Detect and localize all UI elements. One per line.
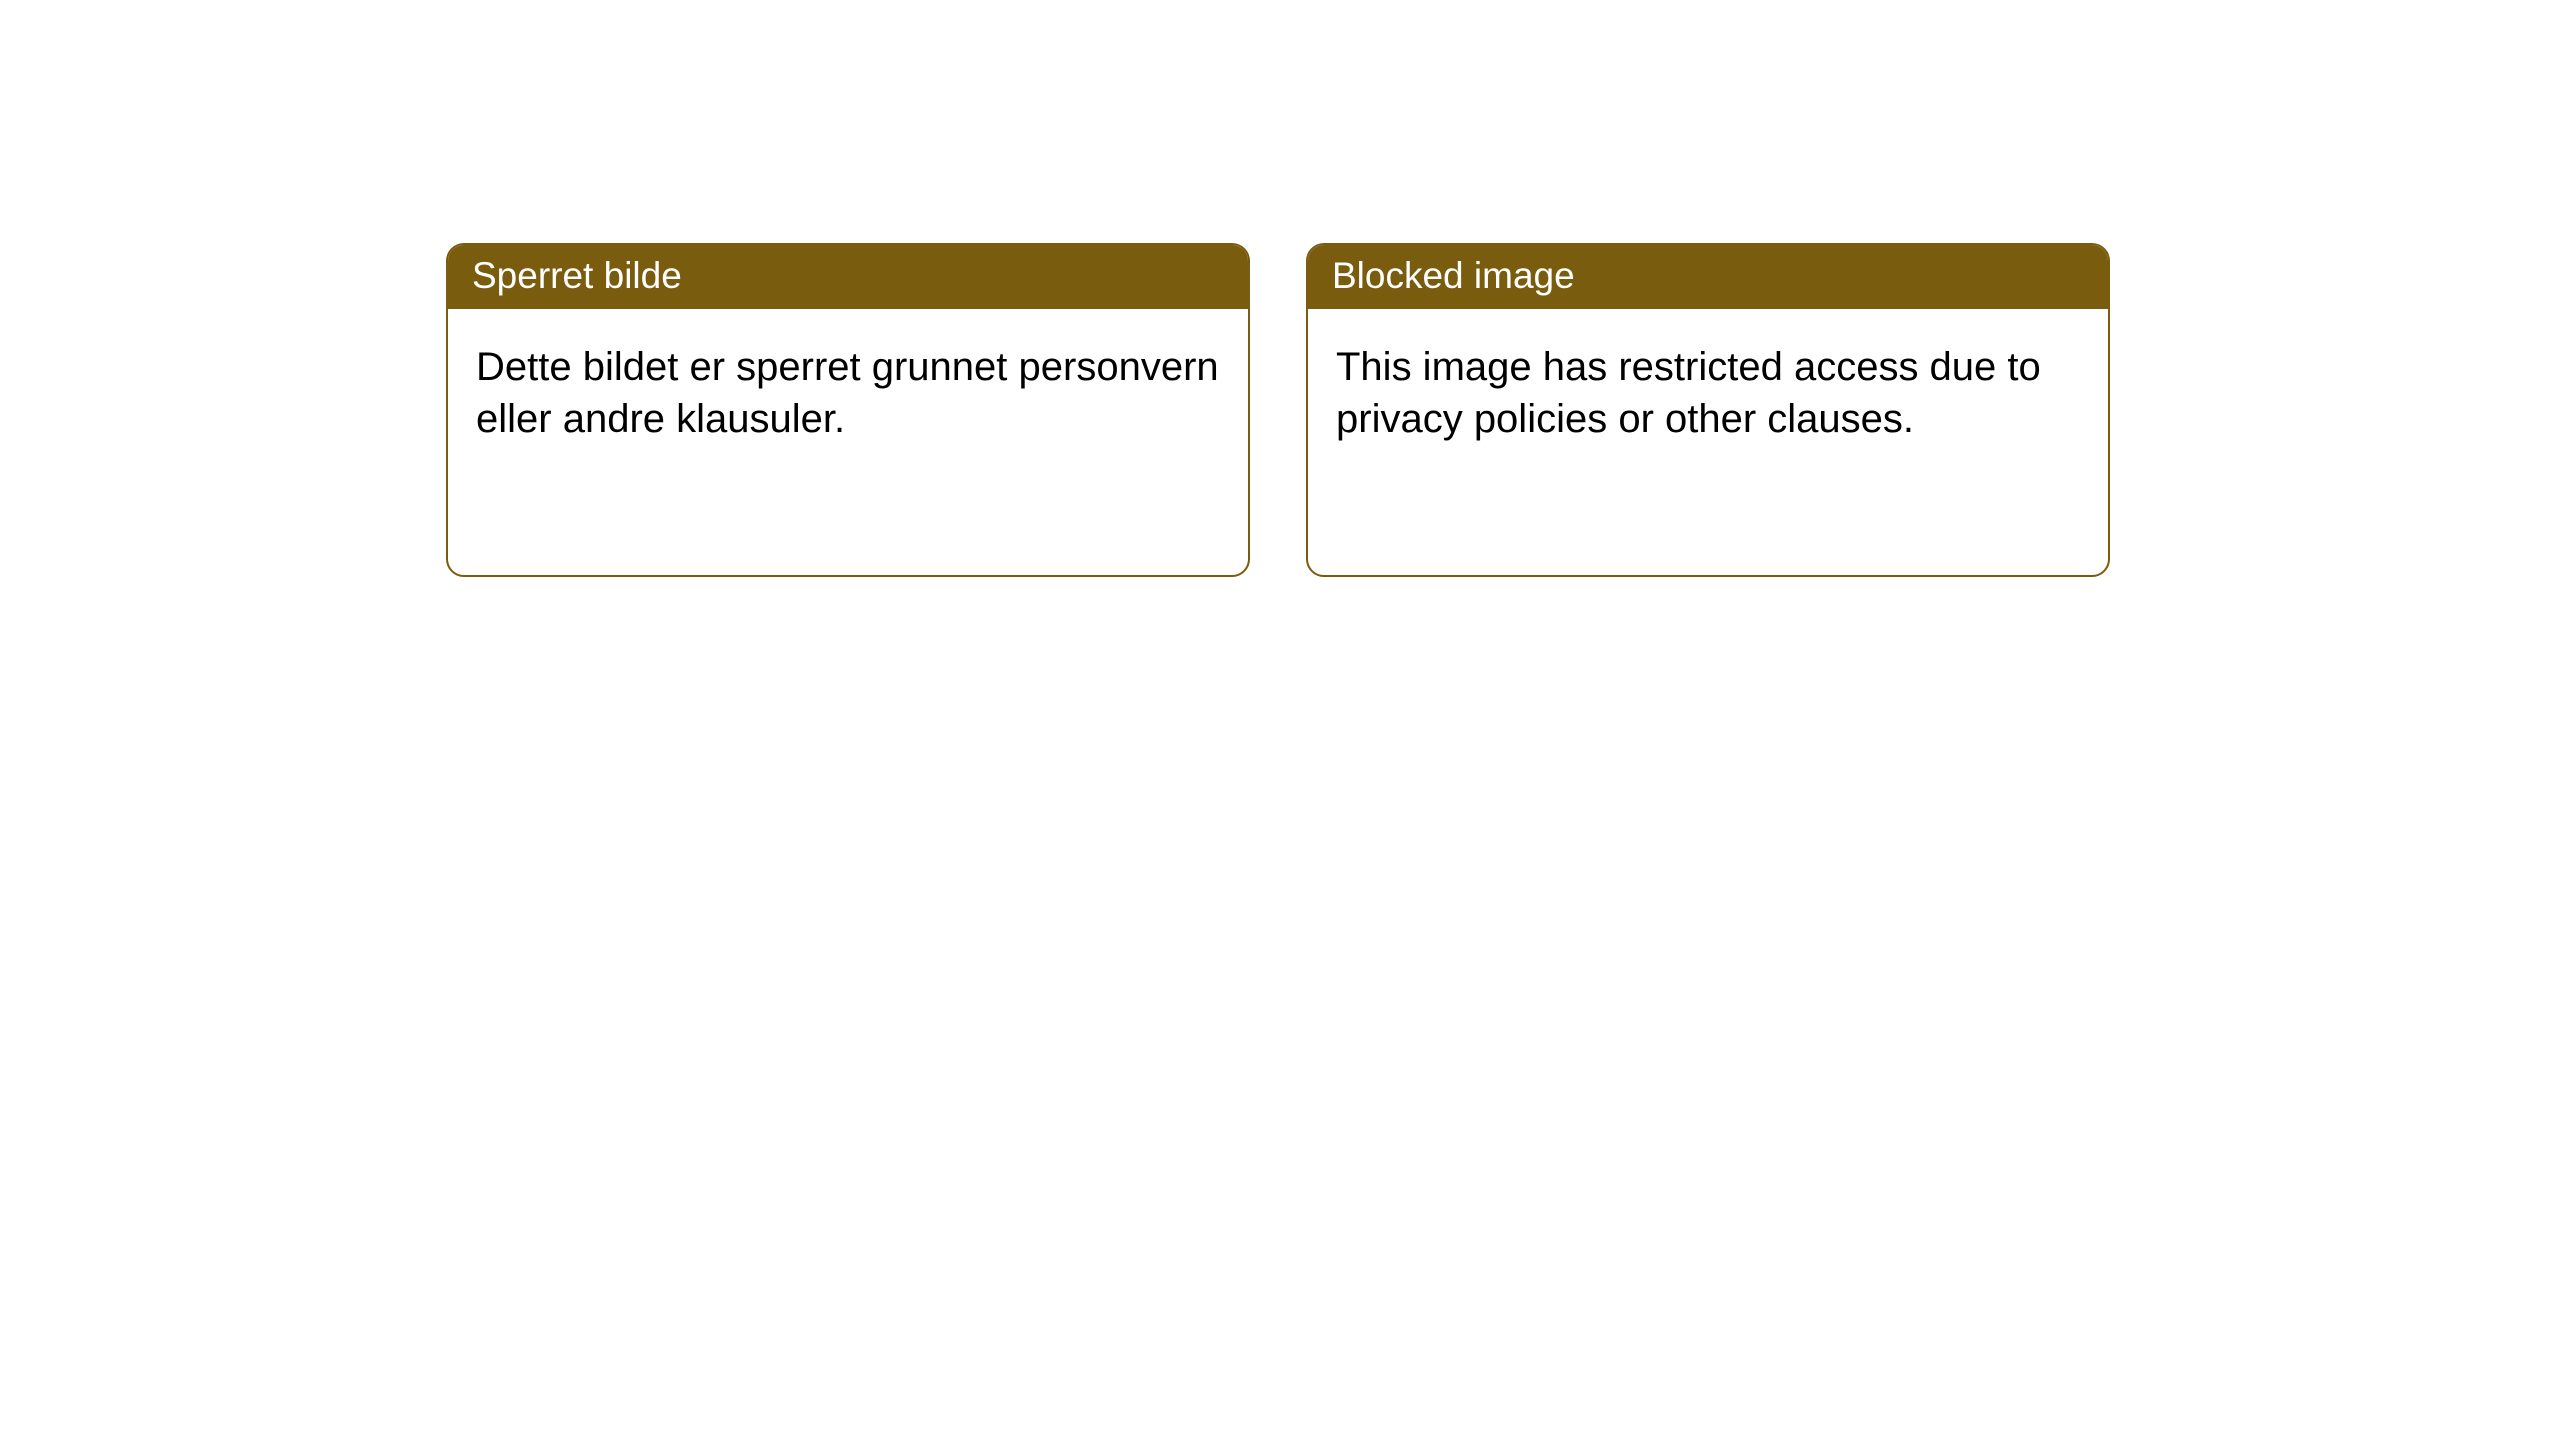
- card-body: This image has restricted access due to …: [1308, 309, 2108, 477]
- card-body-text: This image has restricted access due to …: [1336, 341, 2080, 445]
- card-header: Sperret bilde: [448, 245, 1248, 309]
- notice-container: Sperret bilde Dette bildet er sperret gr…: [0, 0, 2560, 577]
- blocked-image-card-en: Blocked image This image has restricted …: [1306, 243, 2110, 577]
- card-header-text: Blocked image: [1332, 255, 1575, 296]
- card-header-text: Sperret bilde: [472, 255, 682, 296]
- blocked-image-card-no: Sperret bilde Dette bildet er sperret gr…: [446, 243, 1250, 577]
- card-body-text: Dette bildet er sperret grunnet personve…: [476, 341, 1220, 445]
- card-body: Dette bildet er sperret grunnet personve…: [448, 309, 1248, 477]
- card-header: Blocked image: [1308, 245, 2108, 309]
